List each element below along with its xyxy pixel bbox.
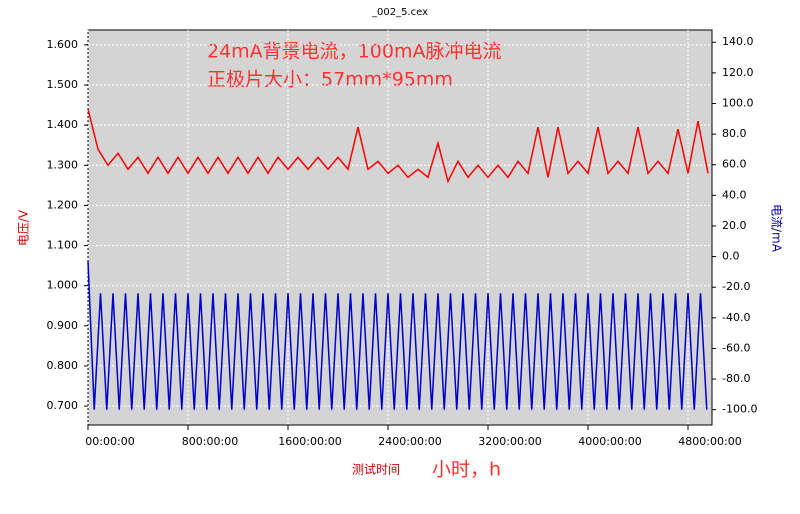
y2-tick-label: 0.0 (722, 250, 740, 263)
x-tick-label: 800:00:00 (182, 435, 238, 448)
y-axis-label: 电压/V (17, 209, 31, 246)
y-tick-label: 1.200 (47, 198, 79, 211)
x-tick-label: 4800:00:00 (678, 435, 741, 448)
y-tick-label: 1.100 (47, 239, 79, 252)
x-axis-label: 测试时间 (352, 462, 400, 477)
y-tick-label: 1.000 (47, 279, 79, 292)
x-tick-label: 4000:00:00 (578, 435, 641, 448)
y2-axis-label: 电流/mA (770, 204, 784, 253)
annotation: 正极片大小：57mm*95mm (207, 69, 453, 91)
y-tick-label: 0.700 (47, 399, 79, 412)
y-tick-label: 0.900 (47, 319, 79, 332)
y-tick-label: 1.600 (47, 38, 79, 51)
y2-tick-label: 80.0 (722, 127, 747, 140)
annotation: 24mA背景电流，100mA脉冲电流 (207, 41, 501, 63)
y2-tick-label: 60.0 (722, 158, 747, 171)
y2-tick-label: 120.0 (722, 66, 754, 79)
y2-tick-label: 20.0 (722, 219, 747, 232)
chart-title: _002_5.cex (371, 7, 428, 18)
series-line (87, 108, 709, 184)
y-tick-label: 1.400 (47, 118, 79, 131)
x-tick-label: 3200:00:00 (478, 435, 541, 448)
y2-tick-label: -80.0 (722, 372, 750, 385)
y-tick-label: 1.500 (47, 78, 79, 91)
x-tick-label: 2400:00:00 (378, 435, 441, 448)
y2-tick-label: -60.0 (722, 341, 750, 354)
y2-tick-label: -40.0 (722, 311, 750, 324)
x-tick-label: 1600:00:00 (278, 435, 341, 448)
x-tick-label: 00:00:00 (85, 435, 134, 448)
y2-tick-label: -100.0 (722, 403, 757, 416)
y-tick-label: 1.300 (47, 158, 79, 171)
y2-tick-label: 40.0 (722, 188, 747, 201)
y-tick-label: 0.800 (47, 359, 79, 372)
series-line (87, 261, 708, 410)
y2-tick-label: 140.0 (722, 35, 754, 48)
annotation: 小时，h (432, 459, 501, 481)
y2-tick-label: 100.0 (722, 96, 754, 109)
y2-tick-label: -20.0 (722, 280, 750, 293)
